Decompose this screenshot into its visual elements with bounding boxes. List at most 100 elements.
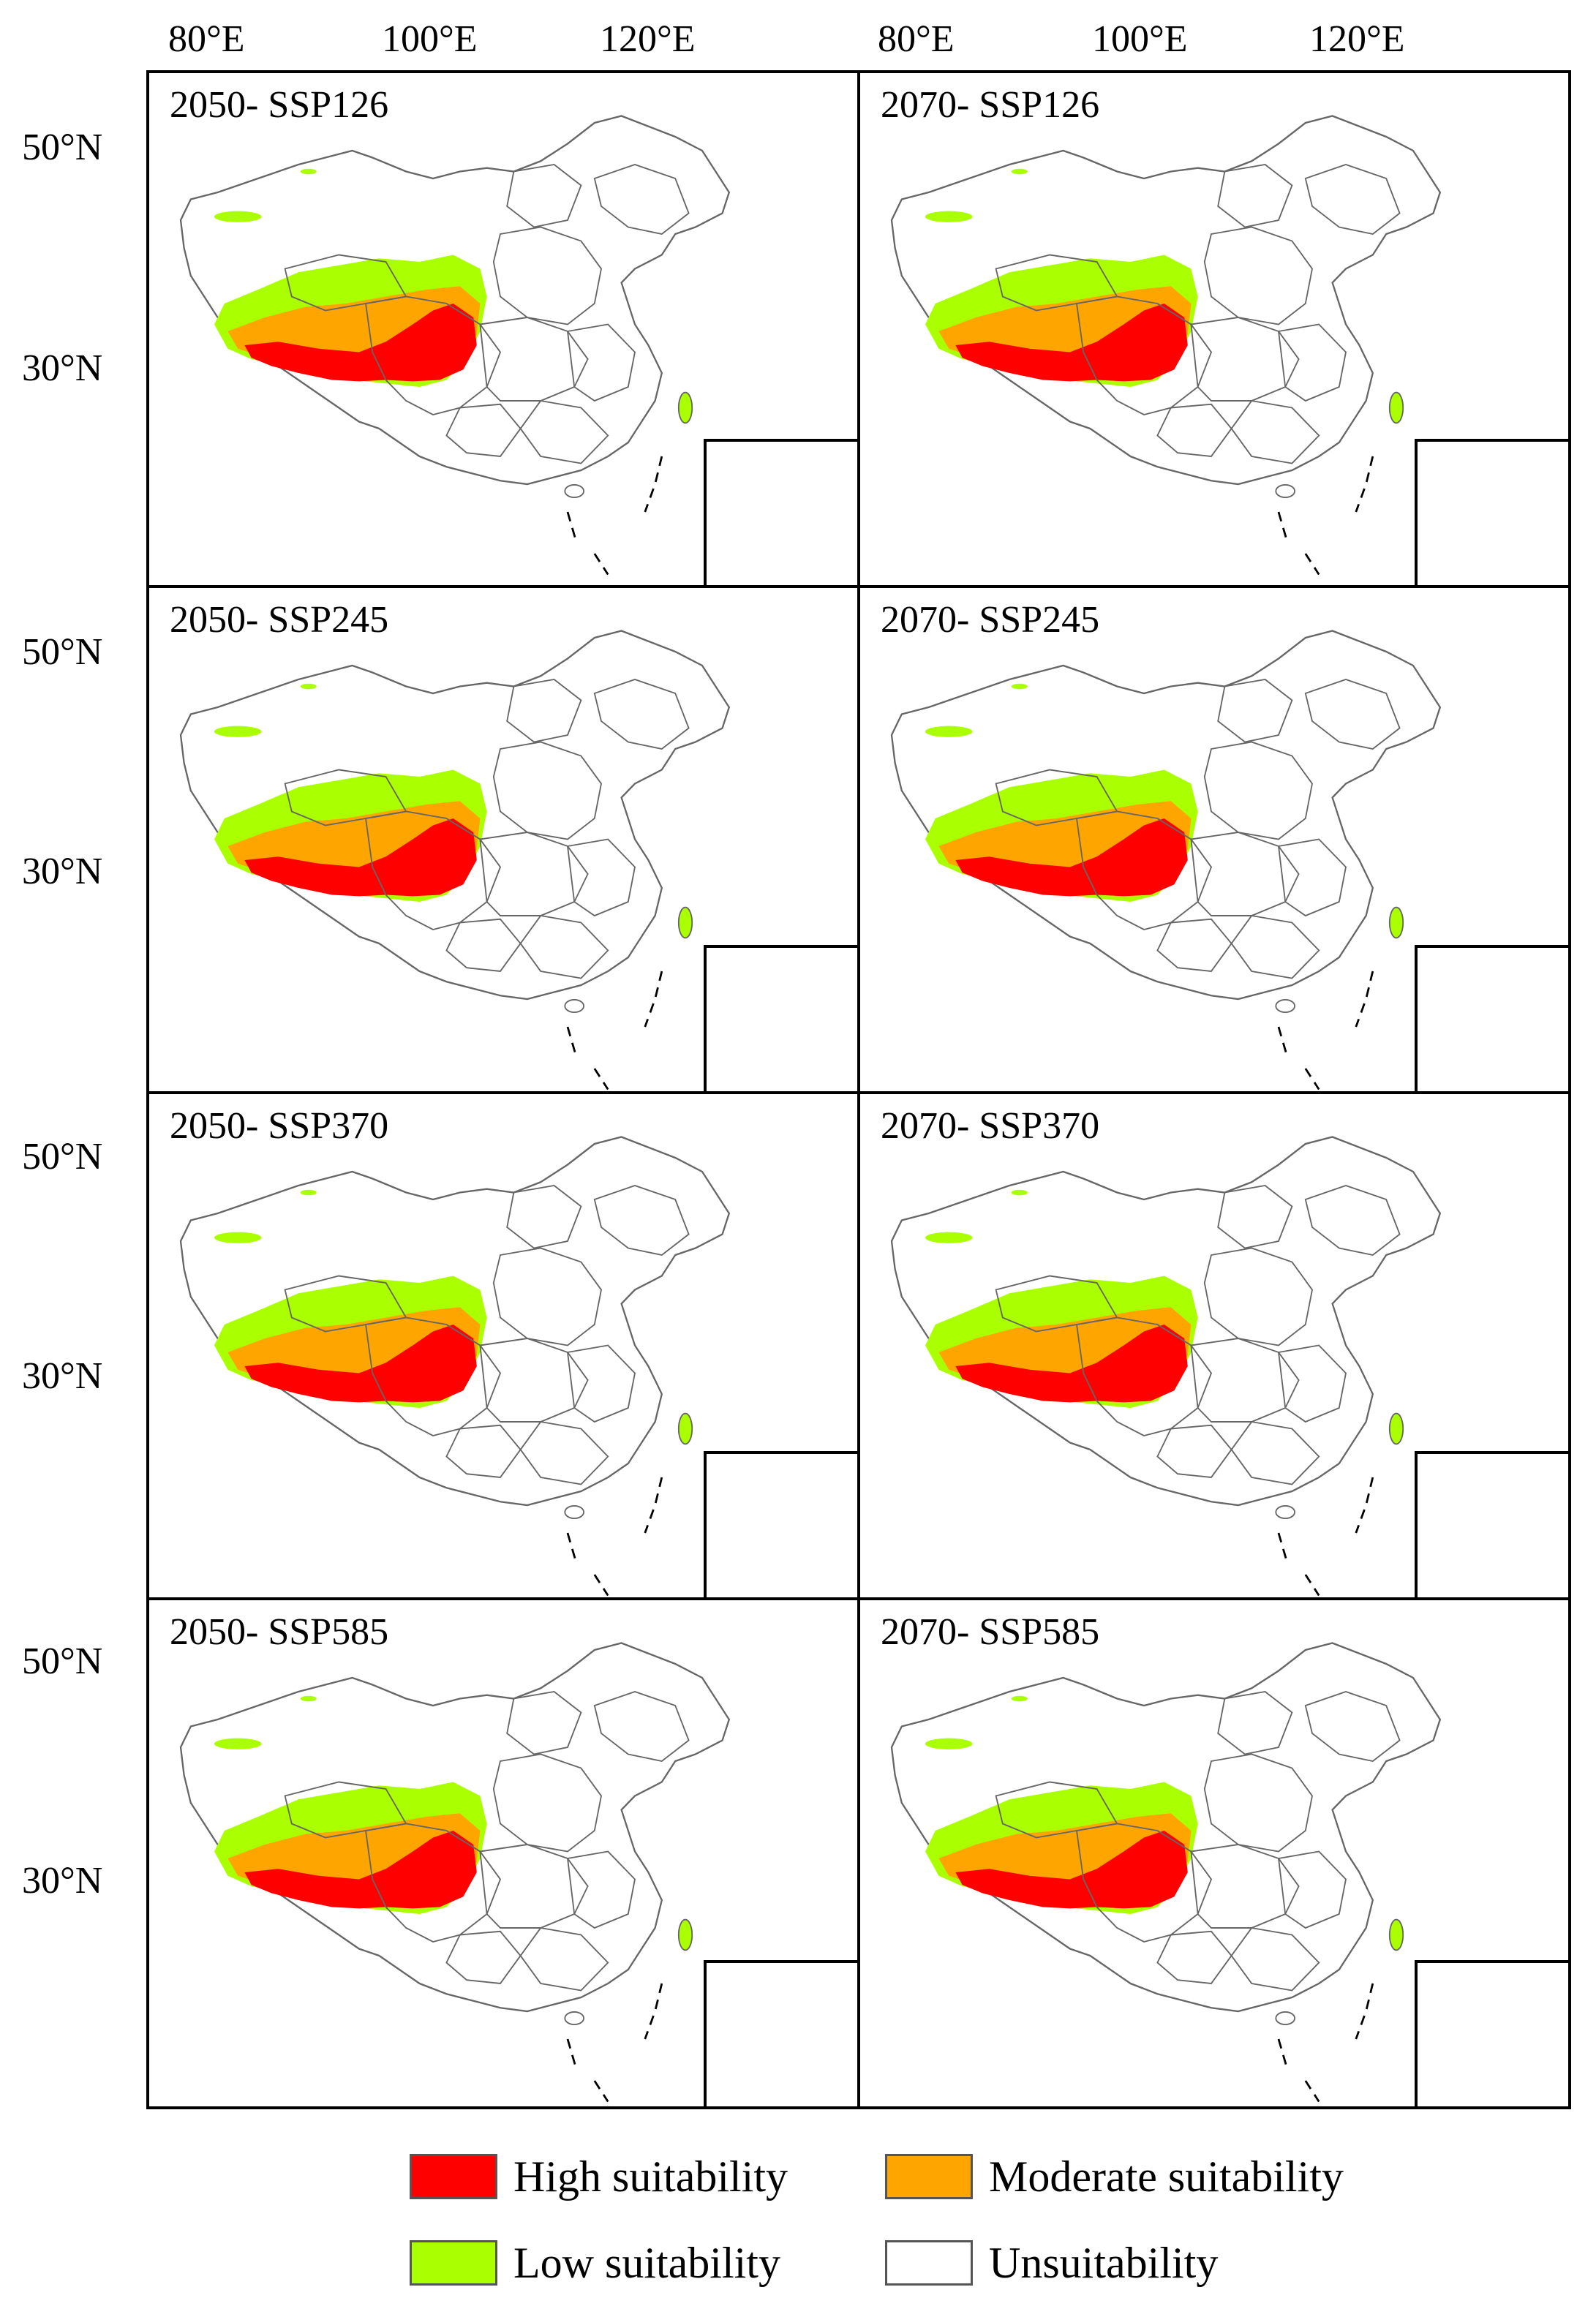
taiwan-island bbox=[1388, 1412, 1404, 1445]
province-boundary bbox=[593, 1184, 690, 1257]
province-boundary bbox=[1075, 1316, 1213, 1437]
panel-title: 2070- SSP245 bbox=[881, 599, 1100, 641]
legend-swatch-moderate bbox=[885, 2154, 973, 2199]
panel-title: 2050- SSP245 bbox=[170, 599, 389, 641]
low-suitability-patch bbox=[214, 1738, 262, 1749]
map-panel: 2070- SSP370 bbox=[857, 1091, 1571, 1600]
map-panel: 2070- SSP126 bbox=[857, 70, 1571, 588]
high-suitability-zone bbox=[955, 1831, 1188, 1909]
province-boundary bbox=[492, 1753, 602, 1853]
province-boundary bbox=[284, 254, 407, 312]
low-suitability-patch bbox=[214, 211, 262, 222]
panel-title: 2070- SSP370 bbox=[881, 1105, 1100, 1147]
province-boundary bbox=[1304, 678, 1401, 750]
lon-label-80-left: 80°E bbox=[168, 18, 245, 60]
lat-label-30-row4: 30°N bbox=[22, 1860, 103, 1902]
lat-label-50-row4: 50°N bbox=[22, 1640, 103, 1682]
province-boundary bbox=[566, 1344, 636, 1423]
high-suitability-zone bbox=[244, 818, 477, 897]
suitability-map bbox=[890, 115, 1442, 576]
legend-label-low: Low suitability bbox=[513, 2239, 780, 2287]
high-suitability-zone bbox=[955, 304, 1188, 382]
panel-title: 2050- SSP585 bbox=[170, 1611, 389, 1653]
map-panel: 2050- SSP126 bbox=[146, 70, 860, 588]
lat-label-50-row3: 50°N bbox=[22, 1136, 103, 1178]
province-boundary bbox=[445, 918, 522, 972]
province-boundary bbox=[593, 1690, 690, 1763]
province-boundary bbox=[995, 254, 1118, 312]
panel-title: 2070- SSP126 bbox=[881, 84, 1100, 126]
suitability-map bbox=[890, 1136, 1442, 1597]
hainan-island bbox=[1275, 1505, 1296, 1520]
province-boundary bbox=[284, 1781, 407, 1839]
province-boundary bbox=[1203, 1247, 1313, 1346]
low-suitability-patch bbox=[1011, 168, 1028, 175]
province-boundary bbox=[1156, 918, 1232, 972]
province-boundary bbox=[1304, 1184, 1401, 1257]
sea-boundary-dashes bbox=[1277, 456, 1374, 576]
province-boundary bbox=[1217, 163, 1293, 228]
province-boundary bbox=[284, 1275, 407, 1333]
province-boundary bbox=[995, 769, 1118, 826]
province-boundary bbox=[995, 1781, 1118, 1839]
taiwan-island bbox=[677, 391, 693, 424]
south-china-sea-inset bbox=[1415, 1451, 1568, 1597]
low-suitability-patch bbox=[925, 1232, 973, 1243]
legend-item-low: Low suitability bbox=[410, 2240, 780, 2286]
low-suitability-patch bbox=[925, 726, 973, 737]
province-boundary bbox=[1277, 323, 1347, 402]
province-boundary bbox=[364, 1316, 502, 1437]
south-china-sea-inset bbox=[1415, 439, 1568, 585]
suitability-map bbox=[179, 1642, 731, 2103]
panel-title: 2070- SSP585 bbox=[881, 1611, 1100, 1653]
sea-boundary-dashes bbox=[566, 1477, 663, 1597]
taiwan-island bbox=[1388, 906, 1404, 939]
province-boundary bbox=[1203, 226, 1313, 325]
legend-swatch-low bbox=[410, 2240, 497, 2286]
hainan-island bbox=[1275, 999, 1296, 1014]
lon-label-80-right: 80°E bbox=[878, 18, 955, 60]
panel-title: 2050- SSP126 bbox=[170, 84, 389, 126]
south-china-sea-inset bbox=[1415, 1960, 1568, 2106]
lat-label-30-row2: 30°N bbox=[22, 851, 103, 892]
suitability-map bbox=[179, 630, 731, 1090]
suitability-map bbox=[890, 630, 1442, 1090]
low-suitability-patch bbox=[300, 1189, 317, 1196]
low-suitability-patch bbox=[925, 1738, 973, 1749]
sea-boundary-dashes bbox=[1277, 1983, 1374, 2103]
province-boundary bbox=[506, 1690, 582, 1755]
province-boundary bbox=[593, 163, 690, 236]
map-panel: 2050- SSP245 bbox=[146, 585, 860, 1094]
province-boundary bbox=[1075, 295, 1213, 416]
taiwan-island bbox=[1388, 391, 1404, 424]
province-boundary bbox=[1304, 1690, 1401, 1763]
map-panel: 2050- SSP585 bbox=[146, 1597, 860, 2109]
province-boundary bbox=[1156, 403, 1232, 457]
province-boundary bbox=[566, 838, 636, 917]
province-boundary bbox=[1217, 1184, 1293, 1249]
hainan-island bbox=[564, 484, 585, 499]
south-china-sea-inset bbox=[1415, 945, 1568, 1091]
province-boundary bbox=[1277, 838, 1347, 917]
province-boundary bbox=[1203, 1753, 1313, 1853]
province-boundary bbox=[1156, 1424, 1232, 1478]
low-suitability-patch bbox=[214, 726, 262, 737]
low-suitability-patch bbox=[925, 211, 973, 222]
sea-boundary-dashes bbox=[566, 456, 663, 576]
province-boundary bbox=[1156, 1930, 1232, 1984]
province-boundary bbox=[1217, 1690, 1293, 1755]
map-panel: 2050- SSP370 bbox=[146, 1091, 860, 1600]
south-china-sea-inset bbox=[704, 945, 857, 1091]
lat-label-50-row2: 50°N bbox=[22, 631, 103, 673]
legend-label-unsuitable: Unsuitability bbox=[989, 2239, 1219, 2287]
sea-boundary-dashes bbox=[566, 1983, 663, 2103]
province-boundary bbox=[1304, 163, 1401, 236]
lat-label-30-row3: 30°N bbox=[22, 1355, 103, 1397]
province-boundary bbox=[364, 810, 502, 931]
sea-boundary-dashes bbox=[566, 971, 663, 1090]
province-boundary bbox=[284, 769, 407, 826]
taiwan-island bbox=[677, 1918, 693, 1951]
legend-swatch-high bbox=[410, 2154, 497, 2199]
province-boundary bbox=[445, 1930, 522, 1984]
province-boundary bbox=[445, 1424, 522, 1478]
